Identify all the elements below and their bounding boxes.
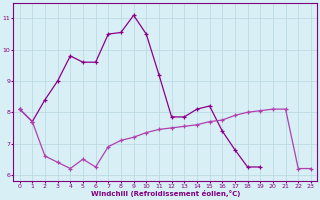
X-axis label: Windchill (Refroidissement éolien,°C): Windchill (Refroidissement éolien,°C) — [91, 190, 240, 197]
